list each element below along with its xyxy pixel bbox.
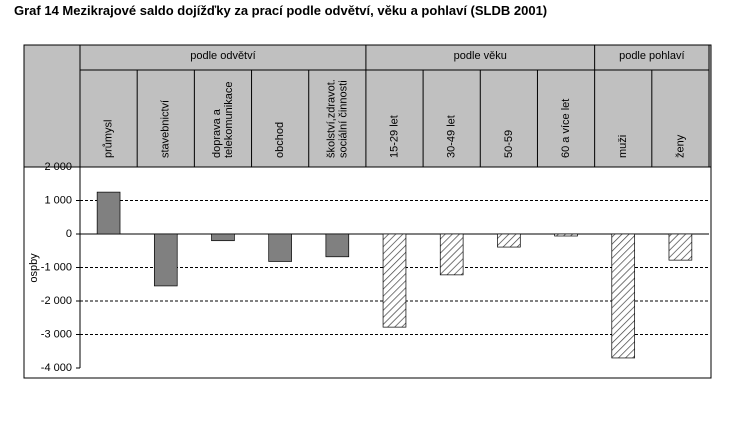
y-tick-label: -1 000 (41, 261, 72, 273)
x-tick-label: muži (617, 135, 629, 158)
bar (497, 233, 521, 248)
x-tick-label: stavebnictví (160, 100, 172, 158)
bar (668, 233, 693, 261)
header-band (24, 45, 711, 167)
group-label: podle odvětví (190, 50, 255, 62)
y-tick-label: 0 (66, 228, 72, 240)
bar (554, 233, 578, 237)
bar (96, 191, 121, 235)
bar (268, 233, 292, 262)
y-tick-label: -4 000 (41, 362, 72, 374)
y-tick-label: 2 000 (44, 161, 72, 173)
x-tick-label: 60 a více let (560, 99, 572, 158)
x-tick-label: doprava atelekomunikace (211, 82, 235, 158)
chart-title: Graf 14 Mezikrajové saldo dojížďky za pr… (14, 3, 547, 18)
y-tick-label: -2 000 (41, 295, 72, 307)
bar (382, 233, 407, 328)
group-label: podle pohlaví (619, 50, 684, 62)
bar (153, 233, 178, 287)
x-tick-label: průmysl (102, 119, 114, 158)
bar (325, 233, 350, 258)
x-tick-label: školství,zdravot.sociální činnosti (325, 79, 349, 158)
x-tick-label: 50-59 (503, 130, 515, 158)
bar (211, 233, 235, 242)
y-axis-label: ospby (28, 253, 40, 283)
y-tick-label: -3 000 (41, 328, 72, 340)
y-tick-label: 1 000 (44, 194, 72, 206)
x-tick-label: 30-49 let (446, 115, 458, 158)
x-tick-label: 15-29 let (388, 115, 400, 158)
bar (611, 233, 636, 359)
bar (439, 233, 464, 276)
x-tick-label: obchod (274, 122, 286, 158)
group-label: podle věku (454, 50, 507, 62)
x-tick-label: ženy (674, 134, 686, 158)
